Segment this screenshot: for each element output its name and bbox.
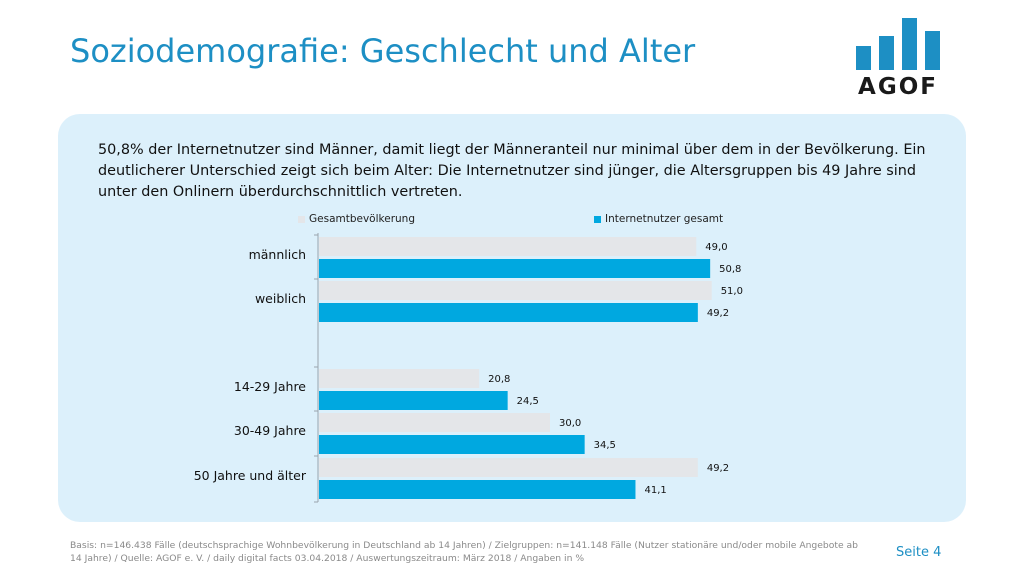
- legend-swatch-population: [298, 215, 305, 223]
- legend-label-population: Gesamtbevölkerung: [309, 213, 415, 225]
- intro-text: 50,8% der Internetnutzer sind Männer, da…: [98, 142, 926, 200]
- agof-logo: AGOF: [852, 18, 944, 100]
- logo-wordmark: AGOF: [858, 74, 938, 100]
- legend-label-internet: Internetnutzer gesamt: [605, 213, 724, 225]
- page-title: Soziodemografie: Geschlecht und Alter: [70, 32, 696, 70]
- legend-swatch-internet: [594, 215, 601, 223]
- page-number: Seite 4: [896, 545, 942, 560]
- legend-item-internet: Internetnutzer gesamt: [594, 213, 723, 225]
- legend-item-population: Gesamtbevölkerung: [298, 213, 415, 225]
- logo-bars-icon: [856, 18, 940, 70]
- footer-source-note: Basis: n=146.438 Fälle (deutschsprachige…: [70, 540, 859, 564]
